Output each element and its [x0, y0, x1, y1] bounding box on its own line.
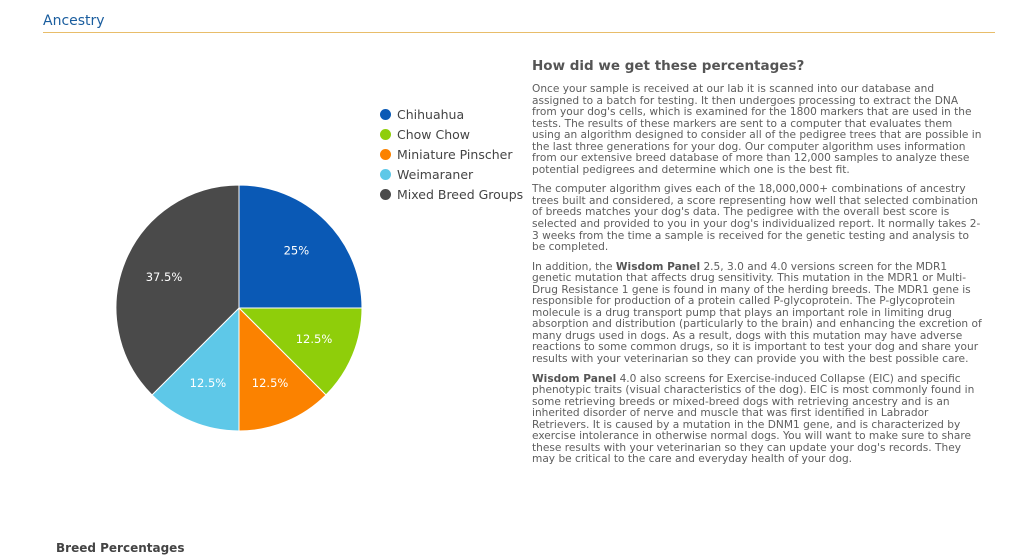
legend-label: Chihuahua — [397, 106, 465, 122]
next-section-title: Breed Percentages — [56, 541, 185, 555]
legend-swatch — [380, 168, 391, 180]
legend-item-chihuahua: Chihuahua — [380, 104, 523, 124]
pie-slice-chow-chow — [237, 307, 363, 396]
pie-slice-weimaraner — [151, 306, 240, 432]
legend-swatch — [380, 108, 391, 120]
legend-label: Mixed Breed Groups — [397, 186, 524, 202]
info-paragraph-3: In addition, the Wisdom Panel 2.5, 3.0 a… — [532, 260, 984, 366]
info-heading: How did we get these percentages? — [532, 58, 805, 74]
info-paragraph-2: The computer algorithm gives each of the… — [532, 183, 981, 254]
legend-swatch — [380, 188, 391, 200]
section-title: Ancestry — [43, 13, 105, 29]
info-paragraph-3-body: 2.5, 3.0 and 4.0 versions screen for the… — [532, 260, 982, 366]
legend-label: Weimaraner — [397, 166, 474, 182]
info-paragraph-3-intro: In addition, the — [532, 260, 616, 273]
ancestry-pie-chart: 25% 12.5% 12.5% 12.5% 37.5% — [115, 184, 363, 432]
legend-label: Chow Chow — [397, 126, 471, 142]
pie-slice-mixed-breed-groups — [115, 184, 240, 396]
legend-item-miniature-pinscher: Miniature Pinscher — [380, 144, 523, 164]
chart-legend: Chihuahua Chow Chow Miniature Pinscher Weim… — [380, 104, 523, 204]
pie-slice-miniature-pinscher — [238, 306, 327, 432]
legend-item-chow-chow: Chow Chow — [380, 124, 523, 144]
product-name: Wisdom Panel — [532, 372, 617, 385]
info-paragraph-4: Wisdom Panel 4.0 also screens for Exerci… — [532, 372, 984, 466]
pie-slice-chihuahua — [238, 184, 363, 309]
pie-label-miniature-pinscher: 12.5% — [252, 376, 289, 390]
legend-swatch — [380, 128, 391, 140]
legend-item-mixed-breed-groups: Mixed Breed Groups — [380, 184, 523, 204]
pie-label-weimaraner: 12.5% — [190, 376, 227, 390]
legend-swatch — [380, 148, 391, 160]
pie-label-mixed-breed-groups: 37.5% — [146, 270, 183, 284]
info-panel: How did we get these percentages? Once y… — [532, 58, 984, 474]
legend-label: Miniature Pinscher — [397, 146, 513, 162]
pie-label-chihuahua: 25% — [284, 244, 310, 258]
pie-label-chow-chow: 12.5% — [296, 332, 333, 346]
product-name: Wisdom Panel — [615, 260, 701, 273]
info-paragraph-1: Once your sample is received at our lab … — [532, 83, 982, 176]
legend-item-weimaraner: Weimaraner — [380, 164, 523, 184]
info-paragraph-4-body: 4.0 also screens for Exercise-induced Co… — [532, 372, 975, 466]
section-divider — [43, 32, 995, 33]
